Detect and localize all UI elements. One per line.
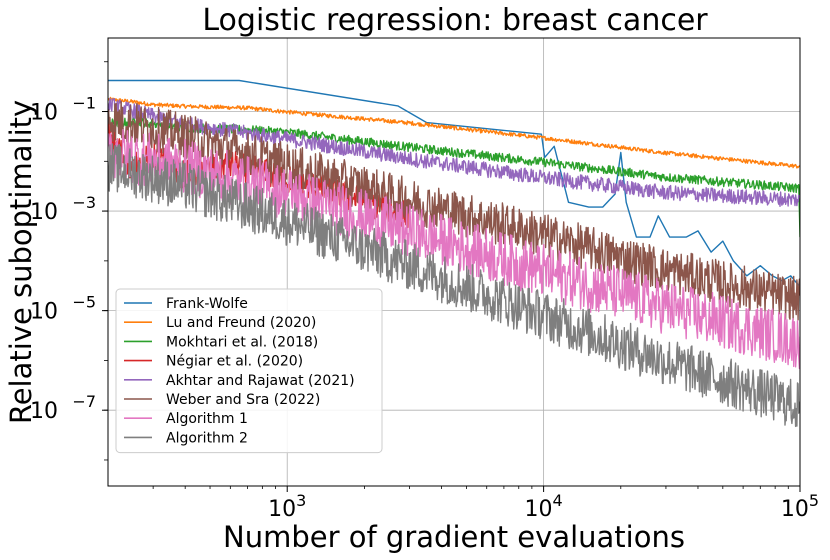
legend-label: Frank-Wolfe [166, 296, 248, 312]
chart-title: Logistic regression: breast cancer [202, 3, 708, 38]
series-line-2 [108, 96, 800, 169]
plot-frame [107, 37, 801, 487]
series-line-8 [108, 143, 800, 428]
y-tick-label: 10 [30, 300, 58, 325]
y-axis-label: Relative suboptimality [4, 100, 38, 424]
series-line-7 [108, 128, 800, 370]
legend: Frank-Wolfe Lu and Freund (2020) Mokhtari … [115, 288, 383, 454]
legend-label: Akhtar and Rajawat (2021) [166, 373, 355, 389]
y-tick-exponent: −7 [72, 392, 96, 411]
legend-label: Weber and Sra (2022) [166, 392, 320, 408]
x-tick-label: 105 [781, 491, 819, 522]
series-layer [108, 79, 800, 428]
series-line-6 [108, 100, 800, 321]
x-axis-label: Number of gradient evaluations [223, 520, 685, 554]
y-tick-label: 10 [30, 101, 58, 126]
y-tick-exponent: −1 [72, 94, 96, 113]
series-line-5 [108, 97, 800, 207]
y-tick-label: 10 [30, 200, 58, 225]
x-tick-label: 103 [268, 491, 306, 522]
legend-label: Algorithm 2 [166, 430, 248, 446]
y-tick-exponent: −5 [72, 293, 96, 312]
y-tick-label: 10 [30, 399, 58, 424]
legend-label: Lu and Freund (2020) [166, 315, 316, 331]
x-tick-label: 104 [525, 491, 563, 522]
legend-label: Mokhtari et al. (2018) [166, 334, 318, 350]
legend-box [115, 288, 383, 454]
ticks: 103 104 105 10 −1 10 −3 10 −5 10 −7 [30, 61, 819, 522]
legend-label: Négiar et al. (2020) [166, 354, 303, 370]
y-tick-exponent: −3 [72, 193, 96, 212]
legend-label: Algorithm 1 [166, 411, 248, 427]
